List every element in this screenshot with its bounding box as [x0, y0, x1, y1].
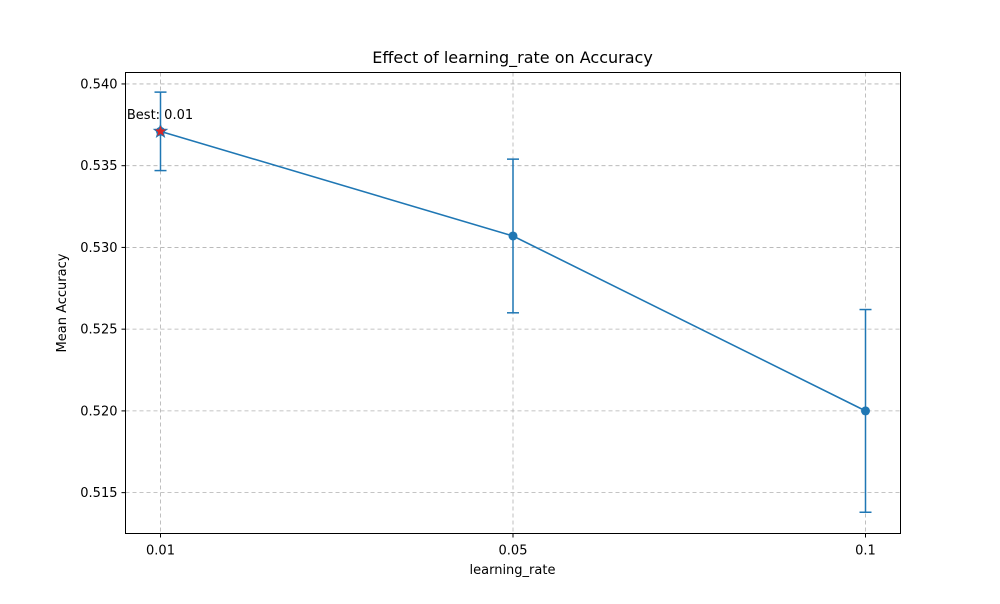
y-tick-label: 0.530 [80, 241, 117, 256]
x-tick-label: 0.05 [499, 544, 528, 559]
error-bars [154, 91, 872, 513]
data-point [508, 231, 518, 241]
x-axis-label: learning_rate [470, 563, 556, 578]
y-tick-label: 0.535 [80, 159, 117, 174]
x-axis-ticks: 0.01 0.05 0.1 [146, 533, 876, 559]
best-annotation: Best: 0.01 [127, 108, 193, 123]
y-tick-label: 0.520 [80, 404, 117, 419]
data-points [152, 123, 870, 416]
y-axis-label: Mean Accuracy [55, 253, 70, 352]
y-tick-label: 0.540 [80, 77, 117, 92]
y-tick-label: 0.525 [80, 323, 117, 338]
x-tick-label: 0.01 [146, 544, 175, 559]
y-tick-label: 0.515 [80, 486, 117, 501]
x-tick-label: 0.1 [855, 544, 876, 559]
plot-frame [125, 72, 901, 534]
chart-title: Effect of learning_rate on Accuracy [372, 48, 653, 68]
best-point-star-icon [152, 123, 169, 138]
y-axis-ticks: 0.515 0.520 0.525 0.530 0.535 0.540 [80, 77, 126, 501]
data-point [861, 406, 870, 416]
